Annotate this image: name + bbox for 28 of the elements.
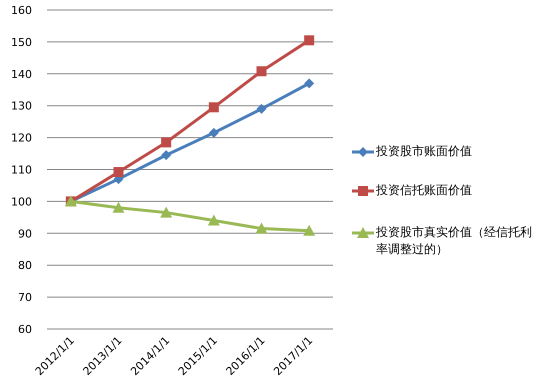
- point: [161, 137, 172, 148]
- y-tick-label: 100: [11, 195, 32, 208]
- y-tick-label: 60: [18, 323, 32, 336]
- y-tick-label: 90: [18, 227, 32, 240]
- y-tick-label: 140: [11, 68, 32, 81]
- point: [160, 206, 172, 218]
- y-tick-label: 130: [11, 100, 32, 113]
- y-tick-label: 160: [11, 4, 32, 17]
- point: [256, 222, 268, 234]
- y-tick-label: 70: [18, 291, 32, 304]
- y-tick-label: 80: [18, 259, 32, 272]
- y-tick-label: 110: [11, 164, 32, 176]
- y-tick-label: 120: [11, 132, 32, 145]
- point: [208, 128, 219, 138]
- point: [304, 78, 314, 88]
- point: [304, 35, 314, 46]
- point: [256, 66, 266, 76]
- point: [303, 224, 316, 236]
- point: [208, 102, 219, 112]
- point: [161, 150, 172, 160]
- legend-label: 投资股市账面价值: [376, 143, 473, 160]
- point: [208, 214, 220, 226]
- point: [112, 202, 124, 213]
- legend-label: 投资信托账面价值: [376, 182, 473, 199]
- point: [114, 167, 124, 178]
- legend-label: 投资股市真实价值（经信托利率调整过的）: [376, 224, 533, 258]
- y-tick-label: 150: [11, 36, 32, 49]
- point: [256, 104, 266, 114]
